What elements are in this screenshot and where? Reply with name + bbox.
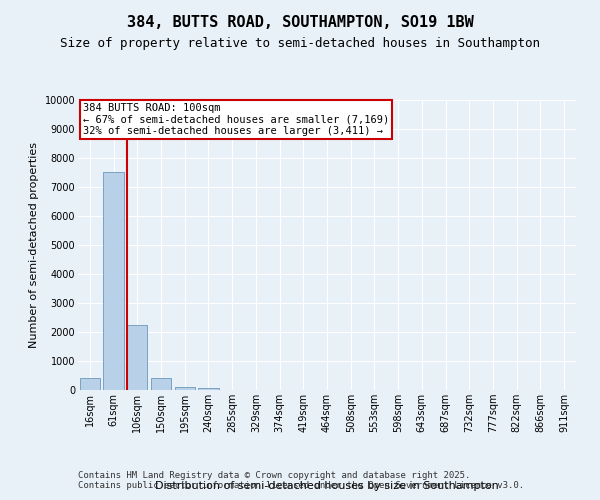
- Text: Contains HM Land Registry data © Crown copyright and database right 2025.
Contai: Contains HM Land Registry data © Crown c…: [78, 470, 524, 490]
- Bar: [103, 172, 124, 390]
- Bar: [80, 378, 100, 390]
- Bar: [151, 378, 171, 390]
- Text: 384, BUTTS ROAD, SOUTHAMPTON, SO19 1BW: 384, BUTTS ROAD, SOUTHAMPTON, SO19 1BW: [127, 15, 473, 30]
- X-axis label: Distribution of semi-detached houses by size in Southampton: Distribution of semi-detached houses by …: [155, 481, 499, 491]
- Bar: [127, 325, 148, 390]
- Y-axis label: Number of semi-detached properties: Number of semi-detached properties: [29, 142, 39, 348]
- Text: Size of property relative to semi-detached houses in Southampton: Size of property relative to semi-detach…: [60, 38, 540, 51]
- Text: 384 BUTTS ROAD: 100sqm
← 67% of semi-detached houses are smaller (7,169)
32% of : 384 BUTTS ROAD: 100sqm ← 67% of semi-det…: [83, 103, 389, 136]
- Bar: [199, 388, 218, 390]
- Bar: [175, 386, 195, 390]
